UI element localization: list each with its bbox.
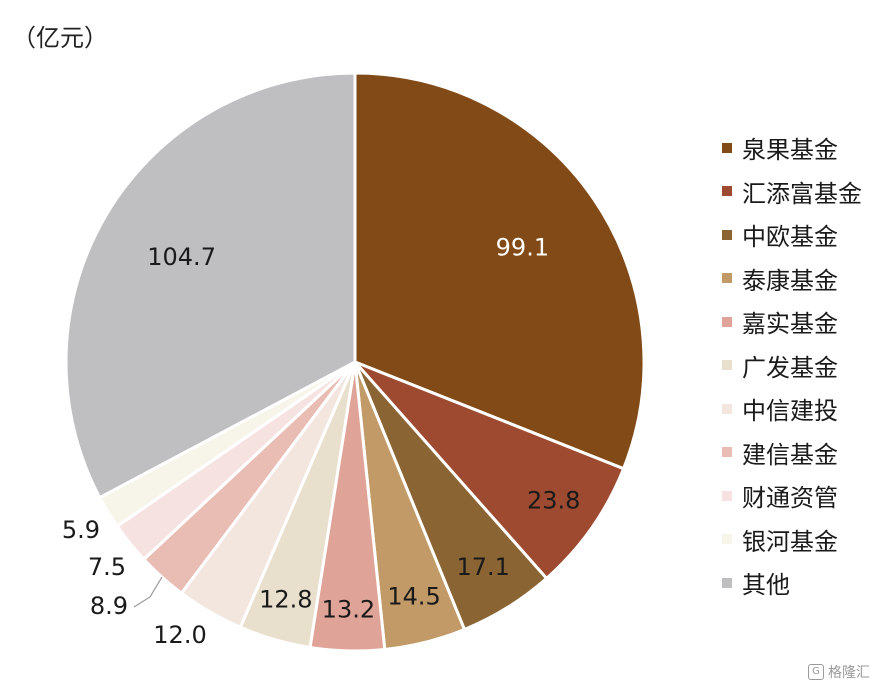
legend-label-7: 中信建投	[742, 397, 838, 426]
legend-swatch-10	[722, 534, 732, 545]
legend-item-11: 其他	[722, 561, 862, 605]
legend-swatch-6	[722, 360, 732, 371]
legend-swatch-4	[722, 273, 732, 284]
pie-slice-11	[64, 71, 357, 500]
legend-item-7: 中信建投	[722, 387, 862, 431]
legend-swatch-7	[722, 403, 732, 414]
value-label-7: 12.0	[153, 621, 206, 649]
legend-swatch-9	[722, 490, 732, 501]
watermark-logo-icon: G	[808, 664, 824, 680]
value-labels: 99.1 23.8 17.1 14.5 13.2 12.8 12.0 8.9 7.5 5.9 104…	[62, 233, 581, 649]
legend: 泉果基金汇添富基金中欧基金泰康基金嘉实基金广发基金中信建投建信基金财通资管银河基…	[722, 126, 862, 605]
legend-label-1: 泉果基金	[742, 136, 838, 165]
pie-slices	[64, 71, 646, 653]
watermark: G 格隆汇	[808, 662, 870, 682]
legend-item-2: 汇添富基金	[722, 170, 862, 214]
legend-label-11: 其他	[742, 571, 790, 600]
value-label-3: 17.1	[457, 553, 510, 581]
legend-item-5: 嘉实基金	[722, 300, 862, 344]
legend-item-3: 中欧基金	[722, 213, 862, 257]
legend-label-4: 泰康基金	[742, 266, 838, 295]
value-label-11: 104.7	[147, 243, 216, 271]
value-label-1: 99.1	[496, 233, 549, 261]
legend-item-6: 广发基金	[722, 344, 862, 388]
legend-label-6: 广发基金	[742, 353, 838, 382]
value-label-8: 8.9	[90, 592, 128, 620]
legend-label-5: 嘉实基金	[742, 310, 838, 339]
legend-item-10: 银河基金	[722, 518, 862, 562]
legend-item-4: 泰康基金	[722, 257, 862, 301]
watermark-text: 格隆汇	[828, 665, 870, 681]
value-label-9: 7.5	[88, 553, 126, 581]
value-label-6: 12.8	[259, 586, 312, 614]
legend-label-10: 银河基金	[742, 527, 838, 556]
legend-item-8: 建信基金	[722, 431, 862, 475]
unit-label: （亿元）	[12, 24, 108, 52]
legend-swatch-1	[722, 142, 732, 153]
leader-lines	[133, 576, 163, 608]
legend-label-2: 汇添富基金	[742, 179, 862, 208]
pie-slice-1	[353, 71, 646, 471]
legend-item-1: 泉果基金	[722, 126, 862, 170]
legend-swatch-8	[722, 447, 732, 458]
value-label-4: 14.5	[387, 582, 440, 610]
legend-label-9: 财通资管	[742, 484, 838, 513]
legend-swatch-11	[722, 577, 732, 588]
legend-swatch-5	[722, 316, 732, 327]
legend-label-8: 建信基金	[742, 440, 838, 469]
pie-slice-2	[353, 360, 626, 581]
value-label-5: 13.2	[322, 595, 375, 623]
value-label-10: 5.9	[62, 516, 100, 544]
legend-label-3: 中欧基金	[742, 223, 838, 252]
legend-item-9: 财通资管	[722, 474, 862, 518]
value-label-2: 23.8	[527, 486, 580, 514]
legend-swatch-3	[722, 229, 732, 240]
leader-line-8	[133, 576, 163, 608]
legend-swatch-2	[722, 186, 732, 197]
